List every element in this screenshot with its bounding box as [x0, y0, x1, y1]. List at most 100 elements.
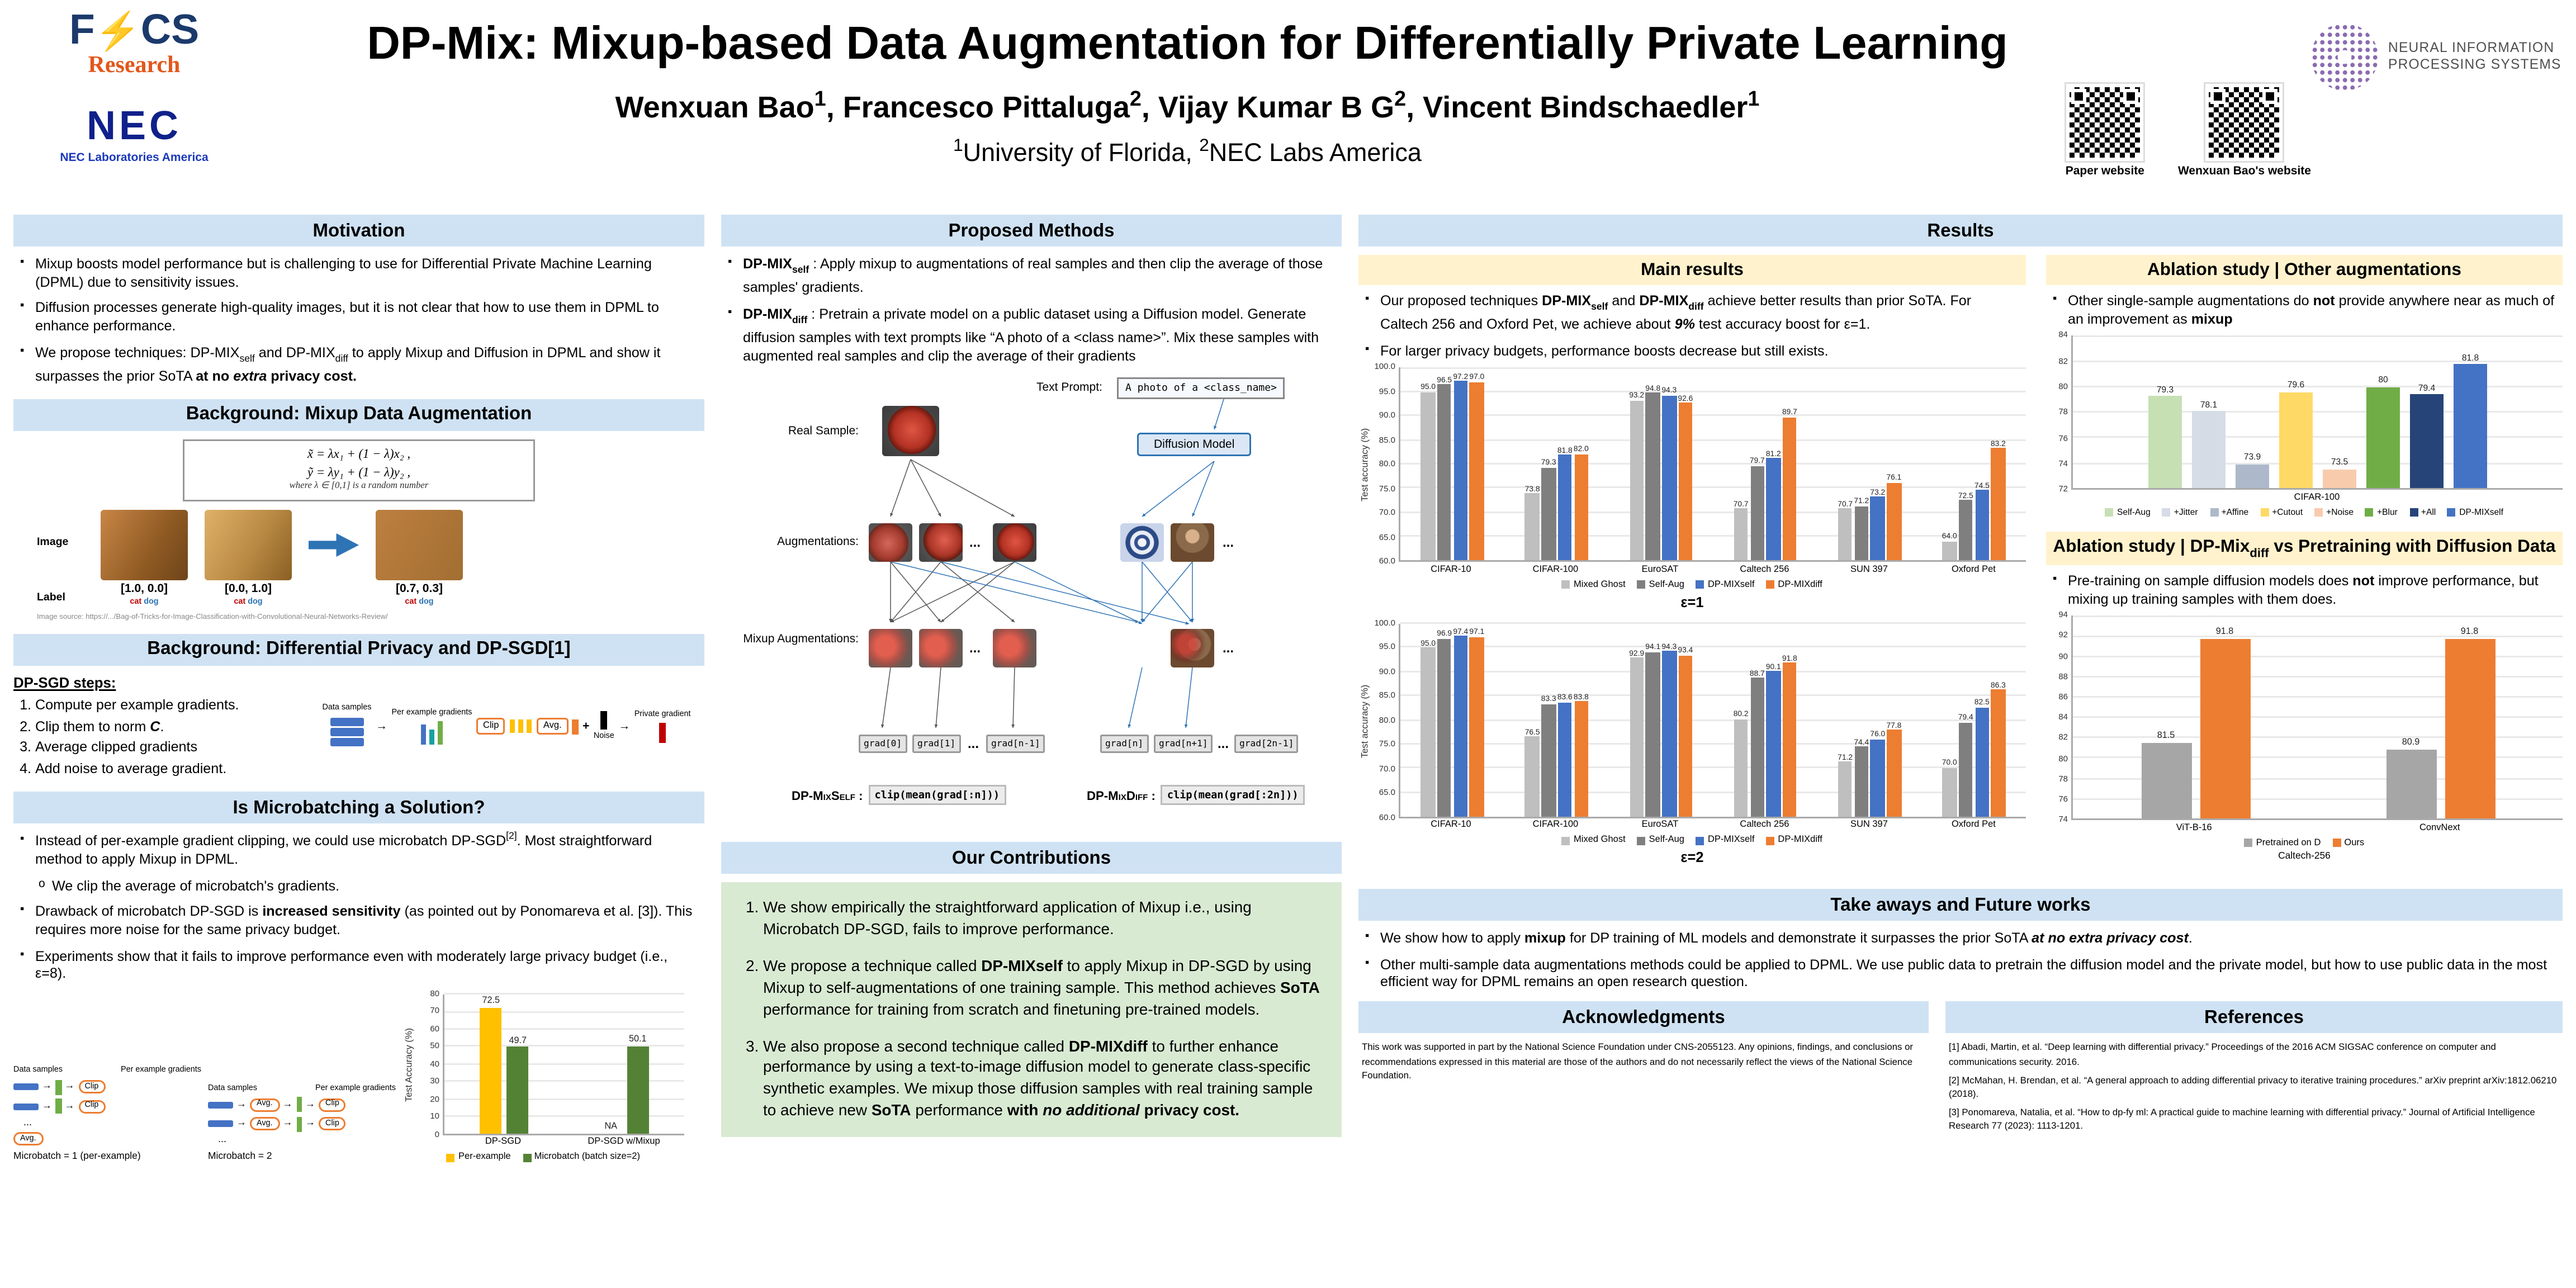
- avg-box: Avg.: [536, 718, 569, 735]
- chart-value-label: 94.1: [1645, 642, 1661, 651]
- nec-logo: NEC NEC Laboratories America: [17, 104, 252, 165]
- chart-value-label: 49.7: [509, 1036, 527, 1046]
- chart-value-label: 92.9: [1629, 648, 1645, 657]
- chart-category-label: CIFAR-10: [1431, 820, 1471, 831]
- chart-bar: [2323, 469, 2356, 489]
- chart-y-tick-label: 20: [430, 1095, 439, 1105]
- chart-y-tick-label: 76: [2058, 434, 2068, 444]
- chart-y-tick-label: 86: [2058, 693, 2068, 703]
- augmented-image: [869, 524, 912, 563]
- chart-legend-swatch: [2365, 509, 2374, 518]
- fics-logo-text: F: [69, 7, 95, 54]
- cat-image: [101, 509, 188, 580]
- chart-value-label: 76.1: [1886, 473, 1902, 482]
- chart-y-tick-label: 84: [2058, 713, 2068, 723]
- chart-bar: [1453, 381, 1468, 561]
- chart-gridline: [1400, 511, 2026, 513]
- chart-y-tick-label: 90.0: [1379, 411, 1395, 422]
- mixup-diffusion-image: [1120, 629, 1164, 668]
- chart-bar: [1734, 509, 1748, 561]
- chart-legend-entry: Mixed Ghost: [1562, 580, 1626, 590]
- nec-logo-text: NEC: [86, 104, 182, 149]
- chart-bar: [1887, 730, 1901, 816]
- reference-item: [1] Abadi, Martin, et al. “Deep learning…: [1949, 1044, 2496, 1068]
- chart-bar: [627, 1046, 649, 1134]
- chart-bar: [2410, 394, 2444, 489]
- chart-plot-area: 72.5 49.7 NA 50.1: [443, 993, 684, 1135]
- chart-gridline: [2073, 777, 2563, 779]
- chart-bar: [1557, 455, 1573, 561]
- chart-value-label: 64.0: [1942, 532, 1957, 541]
- plus-icon: +: [583, 721, 590, 733]
- chart-value-label: 91.8: [2215, 627, 2234, 638]
- avg-chip: Avg.: [13, 1133, 43, 1147]
- chart-legend-entry: Pretrained on D: [2244, 838, 2321, 848]
- chart-legend: Pretrained on D Ours: [2046, 838, 2563, 848]
- dpsgd-step: Clip them to norm C.: [35, 716, 299, 737]
- chart-value-label: 86.3: [1990, 680, 2006, 689]
- ellipsis: ...: [969, 641, 981, 657]
- private-gradient-label: Private gradient: [634, 711, 691, 719]
- contribution-item: We propose a technique called DP-MIXself…: [763, 956, 1323, 1020]
- fics-logo-subtitle: Research: [88, 54, 181, 79]
- chart-y-tick-label: 80: [2058, 754, 2068, 765]
- chart-legend-swatch: [1766, 836, 1775, 845]
- chart-gridline: [2073, 736, 2563, 738]
- chart-bar: [1974, 707, 1990, 816]
- chart-legend-swatch: [1766, 580, 1775, 589]
- chart-y-tick-label: 30: [430, 1077, 439, 1088]
- data-samples-label: Data samples: [13, 1067, 63, 1076]
- chart-legend-swatch: [1696, 836, 1704, 845]
- mixup-image: [993, 629, 1036, 669]
- chart-value-label: 94.3: [1661, 386, 1677, 395]
- chart-gridline: [444, 1028, 684, 1029]
- ellipsis: ...: [1218, 737, 1229, 752]
- chart-legend: Mixed Ghost Self-Aug DP-MIXself DP-MIXdiff: [1358, 580, 2026, 590]
- chart-value-label: 90.1: [1765, 661, 1781, 670]
- chart-bar: [2141, 742, 2191, 819]
- chart-y-tick-label: 75.0: [1379, 484, 1395, 494]
- chart-bar: [1871, 738, 1885, 816]
- chart-category-label: ViT-B-16: [2176, 823, 2212, 834]
- mixed-label: [0.7, 0.3]: [395, 583, 443, 595]
- chart-bar: [1991, 689, 2006, 816]
- ellipsis: ...: [23, 1118, 32, 1129]
- clipped-gradient-bars: [509, 719, 533, 733]
- chart-value-label: 80.2: [1733, 709, 1749, 718]
- chart-value-label: 78.1: [2200, 400, 2218, 410]
- chart-bar: [1470, 637, 1484, 816]
- chart-legend-entry: +All: [2409, 508, 2436, 518]
- chart-value-label: 72.5: [1958, 491, 1973, 500]
- formula-line2: ỹ = λy₁ + (1 − λ)y₂ ,: [307, 463, 411, 479]
- chart-bar: [1645, 392, 1660, 561]
- section-header-mixup-background: Background: Mixup Data Augmentation: [13, 399, 704, 431]
- chart-value-label: 71.2: [1854, 497, 1869, 506]
- chart-x-axis-title: Caltech-256: [2278, 851, 2331, 862]
- per-example-gradients-label: Per example gradients: [391, 709, 472, 718]
- grad-box: grad[1]: [912, 735, 961, 754]
- chart-bar: [1854, 746, 1869, 816]
- chart-gridline: [444, 1010, 684, 1012]
- real-sample-image: [882, 406, 939, 457]
- chart-bar: [1645, 651, 1660, 816]
- chart-gridline: [1400, 694, 2026, 696]
- chart-value-label: 97.1: [1469, 628, 1485, 637]
- avg-gradient-bar: [572, 719, 579, 735]
- chart-legend-swatch: [2447, 509, 2456, 518]
- middle-column: Proposed Methods DP-MIXself : Apply mixu…: [721, 215, 1342, 1150]
- chart-value-label: 79.4: [1958, 713, 1973, 722]
- chart-value-label: 89.7: [1782, 408, 1797, 416]
- chart-y-tick-label: 95.0: [1379, 642, 1395, 653]
- chart-plot-area: 79.3 78.1 73.9 79.6 73.5 80 79.4 81.8: [2071, 335, 2563, 491]
- chart-category-label: CIFAR-100: [1532, 820, 1579, 831]
- dp-mix-self-code: clip(mean(grad[:n])): [868, 785, 1007, 806]
- chart-category-label: EuroSAT: [1641, 564, 1679, 575]
- chart-bar: [1420, 647, 1436, 816]
- chart-bar: [1574, 454, 1589, 561]
- dog-label: [0.0, 1.0]: [224, 583, 272, 595]
- chart-y-tick-label: 84: [2058, 331, 2068, 342]
- chart-bar: [1525, 736, 1540, 816]
- chart-bar: [1766, 458, 1781, 561]
- chart-legend-swatch: [2332, 839, 2341, 847]
- chart-y-axis-title: Test accuracy (%): [1361, 428, 1371, 501]
